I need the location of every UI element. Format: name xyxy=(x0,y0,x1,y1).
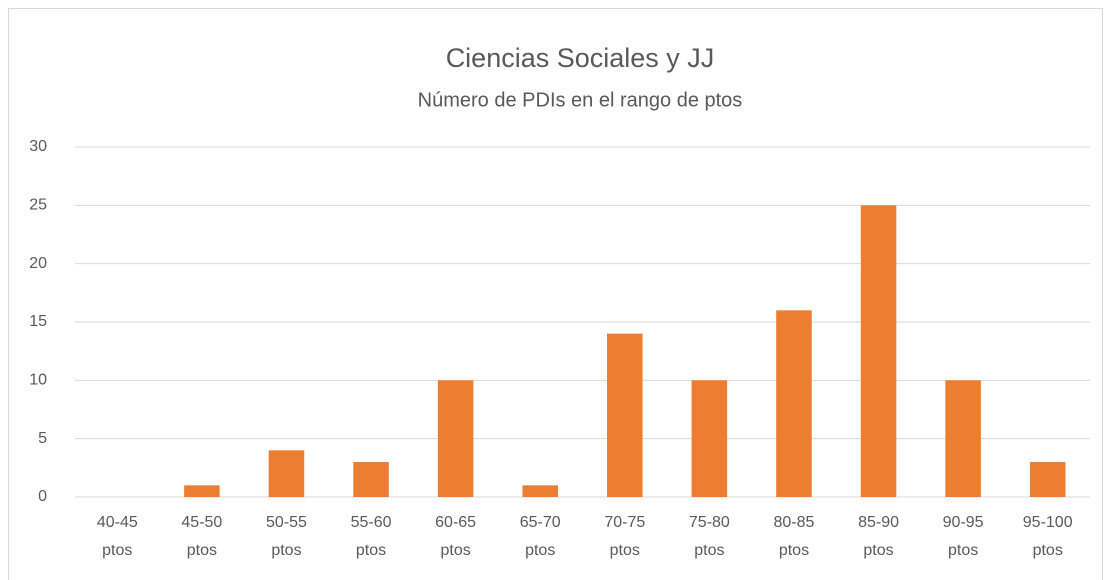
x-tick-label: 65-70 ptos xyxy=(520,514,561,559)
bar xyxy=(945,380,981,497)
x-tick-label: 50-55 ptos xyxy=(266,514,307,559)
y-tick-label: 0 xyxy=(38,488,47,505)
bar xyxy=(184,485,220,497)
x-tick-label: 80-85 ptos xyxy=(773,514,814,559)
bar xyxy=(607,333,643,497)
y-tick-label: 25 xyxy=(29,197,47,214)
bar xyxy=(691,380,728,497)
x-tick-label: 70-75 ptos xyxy=(604,514,645,559)
bar xyxy=(522,485,558,497)
x-tick-label: 55-60 ptos xyxy=(351,514,392,559)
chart-subtitle: Número de PDIs en el rango de ptos xyxy=(418,89,743,111)
y-tick-label: 15 xyxy=(29,313,47,330)
bar xyxy=(353,462,389,497)
bar xyxy=(860,205,897,498)
x-tick-label: 90-95 ptos xyxy=(943,514,984,559)
y-tick-label: 20 xyxy=(29,255,47,272)
y-tick-label: 10 xyxy=(29,372,47,389)
bar xyxy=(776,310,812,497)
x-tick-label: 85-90 ptos xyxy=(858,514,899,559)
bar xyxy=(268,450,305,497)
bar xyxy=(437,380,474,497)
y-tick-label: 5 xyxy=(38,430,47,447)
x-tick-label: 75-80 ptos xyxy=(689,514,730,559)
x-tick-label: 40-45 ptos xyxy=(97,514,138,559)
chart-border xyxy=(8,8,1103,580)
chart-title: Ciencias Sociales y JJ xyxy=(446,43,715,73)
bar xyxy=(1029,462,1066,497)
x-tick-label: 60-65 ptos xyxy=(435,514,476,559)
y-tick-label: 30 xyxy=(29,138,47,155)
x-tick-label: 95-100 ptos xyxy=(1023,514,1073,559)
x-tick-label: 45-50 ptos xyxy=(181,514,222,559)
